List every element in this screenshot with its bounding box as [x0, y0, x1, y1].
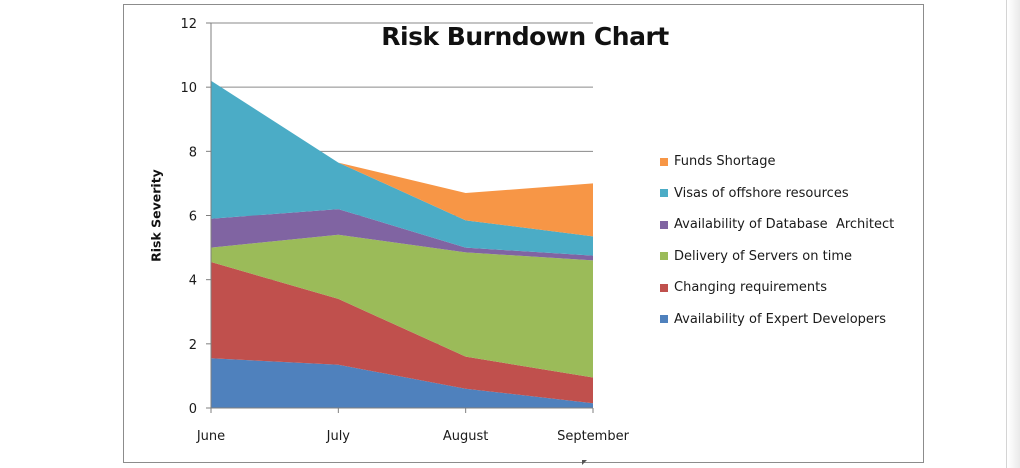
legend-label: Delivery of Servers on time [674, 248, 852, 264]
area-series-3 [211, 209, 593, 261]
legend: Funds Shortage Visas of offshore resource… [660, 146, 894, 335]
legend-swatch [660, 189, 668, 198]
axes [206, 22, 594, 413]
mouse-cursor-icon [582, 460, 587, 465]
x-tick-label: June [196, 429, 225, 444]
tick-labels: 0 2 4 6 8 10 12 June July August September [180, 17, 629, 444]
window-edge-line [1006, 0, 1007, 468]
legend-item: Delivery of Servers on time [660, 241, 894, 273]
legend-label: Visas of offshore resources [674, 185, 849, 201]
legend-item: Availability of Expert Developers [660, 304, 894, 336]
y-tick-label: 8 [189, 145, 197, 160]
y-tick-label: 0 [189, 402, 197, 417]
x-tick-label: September [557, 429, 630, 444]
legend-item: Visas of offshore resources [660, 178, 894, 210]
area-series-0 [211, 358, 593, 408]
y-tick-label: 4 [189, 274, 197, 289]
y-tick-label: 2 [189, 338, 197, 353]
area-series-2 [211, 234, 593, 378]
legend-swatch [660, 315, 668, 324]
legend-swatch [660, 283, 668, 292]
legend-label: Availability of Expert Developers [674, 311, 887, 327]
y-tick-label: 12 [180, 17, 197, 32]
area-series [211, 80, 593, 408]
legend-item: Availability of Database Architect [660, 209, 894, 241]
chart-title: Risk Burndown Chart [381, 22, 669, 51]
legend-label: Changing requirements [674, 280, 827, 296]
x-tick-label: July [326, 429, 351, 444]
legend-label: Availability of Database Architect [674, 217, 895, 233]
legend-swatch [660, 252, 668, 261]
legend-swatch [660, 220, 668, 229]
legend-label: Funds Shortage [674, 154, 776, 170]
legend-item: Funds Shortage [660, 146, 894, 178]
legend-item: Changing requirements [660, 272, 894, 304]
y-axis-label: Risk Severity [148, 169, 164, 262]
y-tick-label: 6 [189, 210, 197, 225]
x-tick-label: August [443, 429, 489, 444]
area-series-1 [211, 262, 593, 404]
legend-swatch [660, 157, 668, 166]
area-series-5 [211, 80, 593, 237]
y-tick-label: 10 [180, 81, 197, 96]
window-edge [1008, 0, 1020, 468]
area-series-4 [211, 80, 593, 256]
